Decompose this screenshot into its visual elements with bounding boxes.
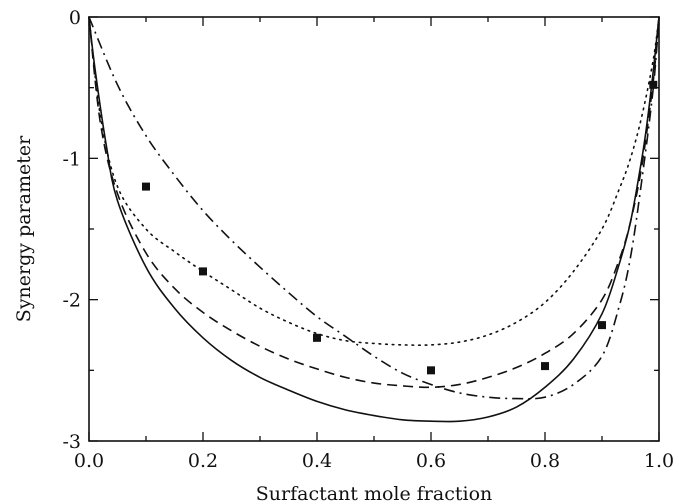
y-tick-label: -3 bbox=[62, 431, 81, 453]
series-line-solid bbox=[88, 16, 660, 423]
x-tick-label: 1.0 bbox=[644, 450, 674, 472]
data-point-square bbox=[649, 80, 658, 89]
y-tick-label: 0 bbox=[69, 7, 81, 29]
series-line-dashed bbox=[88, 16, 660, 389]
y-tick-label: -1 bbox=[62, 148, 81, 170]
x-tick-label: 0.0 bbox=[74, 450, 104, 472]
series-line-dash-dot bbox=[88, 16, 660, 400]
y-tick-label: -2 bbox=[62, 290, 81, 312]
x-tick-label: 0.2 bbox=[188, 450, 218, 472]
y-axis-label: Synergy parameter bbox=[13, 135, 35, 322]
x-axis-label: Surfactant mole fraction bbox=[256, 483, 493, 504]
axis-ticks: 0.0 0.2 0.4 0.6 0.8 1.0 0 -1 -2 -3 bbox=[62, 7, 674, 472]
data-point-square bbox=[142, 182, 150, 191]
x-tick-label: 0.6 bbox=[416, 450, 446, 472]
data-points bbox=[142, 80, 658, 375]
x-tick-label: 0.8 bbox=[530, 450, 560, 472]
data-point-square bbox=[598, 321, 606, 330]
series-layer bbox=[88, 16, 660, 423]
series-line-dotted bbox=[88, 16, 660, 346]
data-point-square bbox=[199, 267, 207, 276]
data-point-square bbox=[541, 362, 549, 371]
x-tick-label: 0.4 bbox=[302, 450, 332, 472]
data-point-square bbox=[313, 333, 321, 342]
plot-frame bbox=[88, 16, 660, 442]
data-point-square bbox=[427, 366, 435, 375]
